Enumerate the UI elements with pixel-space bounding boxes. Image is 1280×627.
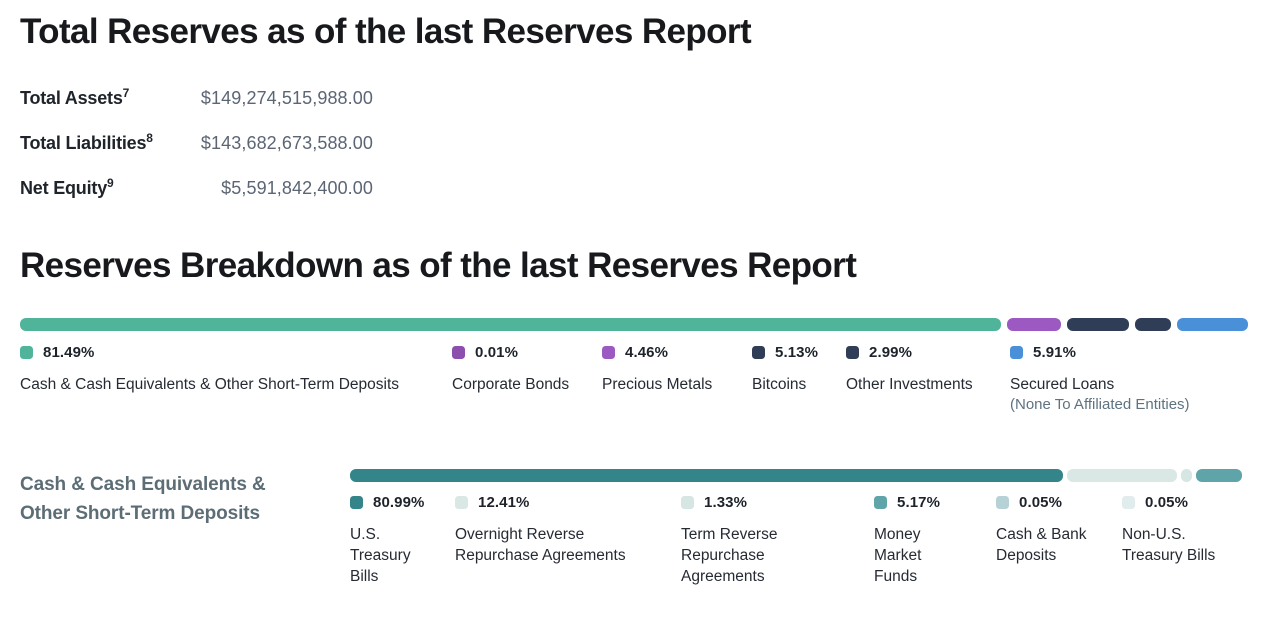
- legend-percent: 5.91%: [1033, 344, 1077, 361]
- totals-summary: Total Assets7 $149,274,515,988.00 Total …: [20, 86, 373, 221]
- legend-label: Secured Loans: [1010, 376, 1115, 393]
- legend-swatch-icon: [681, 496, 694, 509]
- footnote-sup: 7: [122, 86, 130, 100]
- legend-percent: 80.99%: [373, 494, 425, 511]
- legend-swatch-icon: [602, 346, 615, 359]
- legend-label: Precious Metals: [602, 376, 713, 393]
- legend-head: 5.13%: [752, 344, 818, 361]
- legend-sublabel: (None To Affiliated Entities): [1010, 396, 1190, 413]
- legend-head: 0.01%: [452, 344, 569, 361]
- reserves-breakdown-heading: Reserves Breakdown as of the last Reserv…: [20, 246, 857, 285]
- legend-item-term-reverse-repurchase-agreements: 1.33% Term Reverse Repurchase Agreements: [681, 494, 806, 587]
- legend-label: Other Investments: [846, 376, 973, 393]
- legend-label: Cash & Cash Equivalents & Other Short-Te…: [20, 376, 400, 393]
- legend-percent: 0.05%: [1145, 494, 1189, 511]
- legend-label: Overnight Reverse Repurchase Agreements: [455, 526, 626, 564]
- legend-head: 80.99%: [350, 494, 435, 511]
- cash-equivalents-section-label: Cash & Cash Equivalents & Other Short-Te…: [20, 474, 266, 524]
- legend-head: 5.17%: [874, 494, 944, 511]
- legend-head: 2.99%: [846, 344, 973, 361]
- legend-item-corporate-bonds: 0.01% Corporate Bonds: [452, 344, 569, 395]
- stat-row-total-liabilities: Total Liabilities8 $143,682,673,588.00: [20, 131, 373, 153]
- legend-swatch-icon: [1122, 496, 1135, 509]
- legend-item-bitcoins: 5.13% Bitcoins: [752, 344, 818, 395]
- legend-percent: 0.05%: [1019, 494, 1063, 511]
- legend-swatch-icon: [1010, 346, 1023, 359]
- legend-item-money-market-funds: 5.17% Money Market Funds: [874, 494, 944, 587]
- legend-swatch-icon: [350, 496, 363, 509]
- net-equity-value: $5,591,842,400.00: [221, 178, 373, 198]
- legend-label: Term Reverse Repurchase Agreements: [681, 526, 778, 585]
- legend-item-cash-cash-equivalents-other-short-term-deposits: 81.49% Cash & Cash Equivalents & Other Sh…: [20, 344, 399, 395]
- legend-item-non-u-s-treasury-bills: 0.05% Non-U.S. Treasury Bills: [1122, 494, 1247, 566]
- legend-label: Cash & Bank Deposits: [996, 526, 1087, 564]
- stat-row-net-equity: Net Equity9 $5,591,842,400.00: [20, 176, 373, 198]
- legend-head: 5.91%: [1010, 344, 1190, 361]
- legend-head: 4.46%: [602, 344, 712, 361]
- legend-percent: 2.99%: [869, 344, 913, 361]
- legend-label: Corporate Bonds: [452, 376, 570, 393]
- cash-equivalents-bar: [350, 469, 1242, 482]
- legend-item-other-investments: 2.99% Other Investments: [846, 344, 973, 395]
- legend-label: Non-U.S. Treasury Bills: [1122, 526, 1216, 564]
- footnote-sup: 9: [107, 176, 114, 190]
- bar-segment-u-s-treasury-bills: [350, 469, 1064, 482]
- legend-swatch-icon: [752, 346, 765, 359]
- legend-percent: 0.01%: [475, 344, 519, 361]
- legend-percent: 4.46%: [625, 344, 669, 361]
- legend-head: 81.49%: [20, 344, 399, 361]
- legend-swatch-icon: [455, 496, 468, 509]
- legend-percent: 1.33%: [704, 494, 748, 511]
- legend-item-secured-loans: 5.91% Secured Loans (None To Affiliated En…: [1010, 344, 1190, 415]
- legend-swatch-icon: [874, 496, 887, 509]
- legend-head: 1.33%: [681, 494, 806, 511]
- net-equity-label: Net Equity9: [20, 176, 114, 198]
- legend-percent: 5.13%: [775, 344, 819, 361]
- legend-item-overnight-reverse-repurchase-agreements: 12.41% Overnight Reverse Repurchase Agree…: [455, 494, 670, 566]
- legend-percent: 81.49%: [43, 344, 95, 361]
- total-liabilities-label: Total Liabilities8: [20, 131, 153, 153]
- bar-segment-other-investments: [1134, 318, 1171, 331]
- legend-item-precious-metals: 4.46% Precious Metals: [602, 344, 712, 395]
- bar-segment-precious-metals: [1007, 318, 1062, 331]
- legend-head: 0.05%: [1122, 494, 1247, 511]
- legend-percent: 5.17%: [897, 494, 941, 511]
- legend-swatch-icon: [452, 346, 465, 359]
- legend-swatch-icon: [996, 496, 1009, 509]
- bar-segment-secured-loans: [1176, 318, 1248, 331]
- legend-label: U.S. Treasury Bills: [350, 526, 411, 585]
- legend-label: Money Market Funds: [874, 526, 922, 585]
- bar-segment-money-market-funds: [1196, 469, 1242, 482]
- total-assets-label: Total Assets7: [20, 86, 130, 108]
- legend-item-u-s-treasury-bills: 80.99% U.S. Treasury Bills: [350, 494, 435, 587]
- bar-segment-term-reverse-repurchase-agreements: [1180, 469, 1193, 482]
- total-assets-value: $149,274,515,988.00: [200, 88, 373, 108]
- legend-head: 0.05%: [996, 494, 1111, 511]
- legend-label: Bitcoins: [752, 376, 807, 393]
- total-reserves-heading: Total Reserves as of the last Reserves R…: [20, 12, 752, 51]
- legend-percent: 12.41%: [478, 494, 530, 511]
- bar-segment-cash-cash-equivalents-other-short-term-deposits: [20, 318, 1002, 331]
- stat-row-total-assets: Total Assets7 $149,274,515,988.00: [20, 86, 373, 108]
- bar-segment-overnight-reverse-repurchase-agreements: [1067, 469, 1177, 482]
- bar-segment-bitcoins: [1067, 318, 1129, 331]
- legend-swatch-icon: [20, 346, 33, 359]
- legend-item-cash-bank-deposits: 0.05% Cash & Bank Deposits: [996, 494, 1111, 566]
- legend-swatch-icon: [846, 346, 859, 359]
- reserves-breakdown-bar: [20, 318, 1248, 331]
- footnote-sup: 8: [146, 131, 153, 145]
- legend-head: 12.41%: [455, 494, 670, 511]
- total-liabilities-value: $143,682,673,588.00: [200, 133, 373, 153]
